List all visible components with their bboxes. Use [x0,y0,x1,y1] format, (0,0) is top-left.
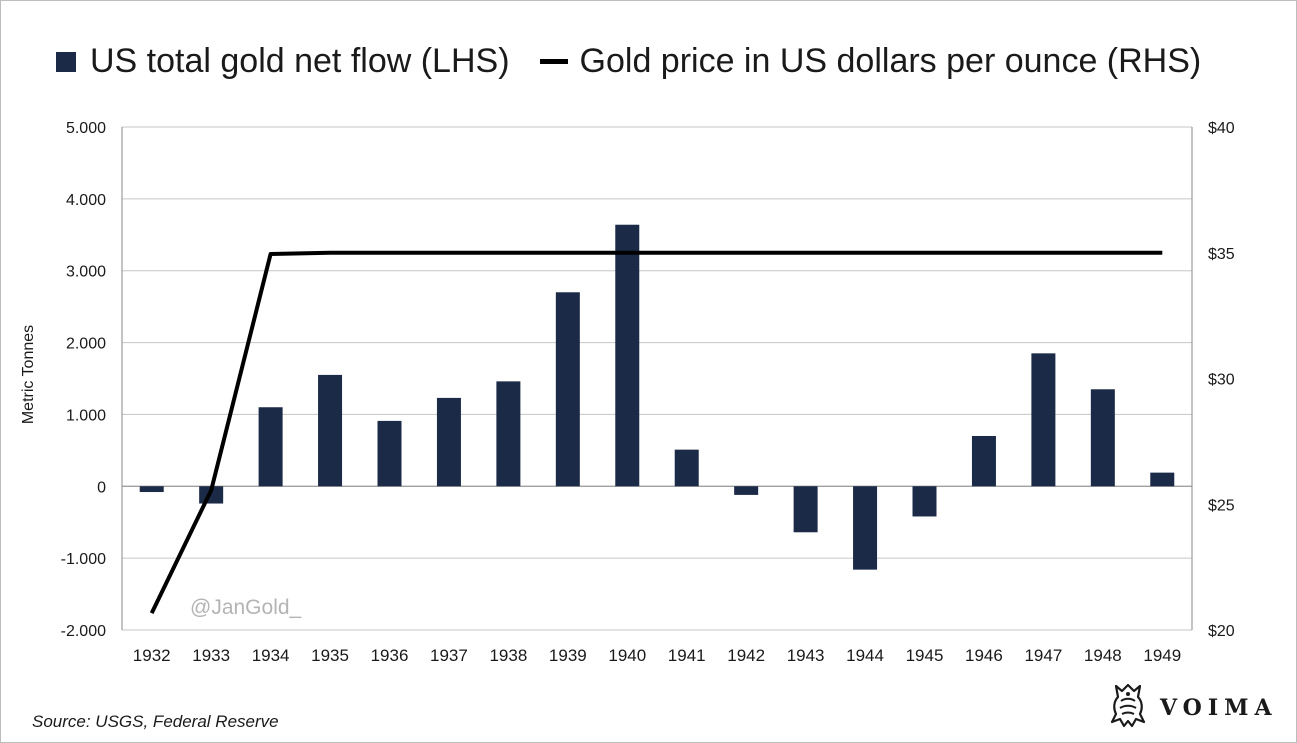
y2-tick-label: $35 [1208,246,1235,263]
y2-tick-label: $20 [1208,623,1235,640]
x-tick-label: 1939 [549,646,587,665]
bar-net-flow [377,420,402,487]
x-tick-label: 1935 [311,646,349,665]
x-tick-label: 1936 [371,646,409,665]
legend-bar-label: US total gold net flow (LHS) [90,42,510,80]
legend-line-swatch [539,59,568,64]
x-tick-label: 1934 [252,646,290,665]
x-tick-label: 1933 [192,646,230,665]
y-tick-label: 4.000 [66,192,106,209]
legend: US total gold net flow (LHS) Gold price … [56,42,1201,81]
x-tick-label: 1941 [668,646,706,665]
x-tick-label: 1942 [727,646,765,665]
bar-net-flow [615,224,640,487]
y2-tick-label: $25 [1208,497,1235,514]
x-tick-label: 1947 [1024,646,1062,665]
bar-net-flow [971,435,996,487]
y-tick-label: 0 [97,479,106,496]
source-note: Source: USGS, Federal Reserve [32,712,279,731]
y-tick-label: 1.000 [66,407,106,424]
legend-item-net-flow: US total gold net flow (LHS) [56,42,510,81]
x-tick-label: 1948 [1084,646,1122,665]
bar-net-flow [674,449,699,487]
bar-net-flow [1150,472,1175,487]
bar-net-flow [853,486,878,570]
brand-name: VOIMA [1160,694,1278,721]
x-tick-label: 1932 [133,646,171,665]
x-tick-label: 1949 [1143,646,1181,665]
bar-net-flow [555,292,580,487]
legend-item-gold-price: Gold price in US dollars per ounce (RHS) [510,42,1202,81]
bar-net-flow [734,486,759,495]
y2-tick-label: $30 [1208,372,1235,389]
bar-net-flow [793,486,818,533]
x-tick-label: 1937 [430,646,468,665]
y-axis-title: Metric Tonnes [20,325,37,424]
y-tick-label: -2.000 [61,623,106,640]
bar-net-flow [318,374,343,487]
y-tick-label: -1.000 [61,551,106,568]
bar-net-flow [139,486,164,493]
bar-net-flow [258,407,283,487]
x-tick-label: 1940 [608,646,646,665]
brand-logo: VOIMA [1108,682,1278,733]
bar-net-flow [1031,353,1056,487]
bar-net-flow [912,486,937,517]
y-tick-label: 5.000 [66,120,106,137]
x-tick-label: 1944 [846,646,884,665]
bar-net-flow [1090,389,1115,487]
y2-tick-label: $40 [1208,120,1235,137]
y-tick-label: 3.000 [66,264,106,281]
x-tick-label: 1938 [489,646,527,665]
x-tick-label: 1943 [787,646,825,665]
bar-net-flow [436,397,461,487]
legend-line-label: Gold price in US dollars per ounce (RHS) [579,42,1202,80]
line-gold-price [149,250,1163,614]
x-tick-label: 1946 [965,646,1003,665]
y-tick-label: 2.000 [66,336,106,353]
watermark: @JanGold_ [190,596,302,619]
bar-net-flow [496,381,521,487]
lion-crest-icon [1108,682,1148,733]
legend-bar-swatch [56,51,76,72]
x-tick-label: 1945 [906,646,944,665]
